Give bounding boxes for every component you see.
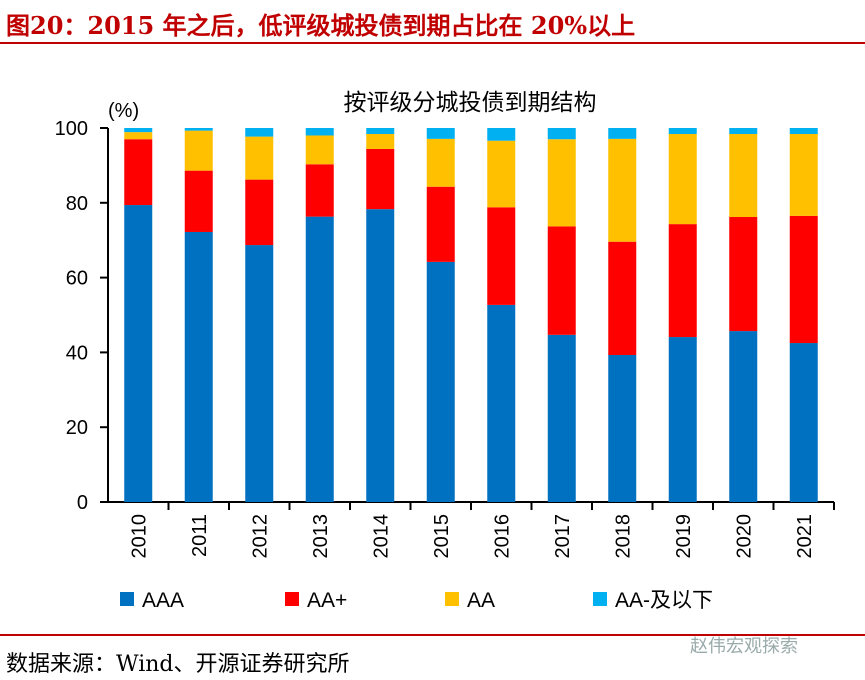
legend-swatch xyxy=(285,592,299,606)
bar-segment xyxy=(305,128,334,136)
legend-label: AA-及以下 xyxy=(615,589,713,612)
bar-segment xyxy=(608,355,637,502)
bar-segment xyxy=(729,331,758,502)
y-axis-label: (%) xyxy=(108,100,139,122)
x-tick-label: 2019 xyxy=(673,514,695,559)
legend-label: AA+ xyxy=(307,589,347,612)
bar-segment xyxy=(245,179,274,246)
bar-segment xyxy=(668,224,697,338)
bar-segment xyxy=(245,128,274,137)
bar-segment xyxy=(366,209,395,502)
y-tick-label: 20 xyxy=(66,417,88,439)
bar-segment xyxy=(729,217,758,332)
bar-segment xyxy=(789,215,818,344)
legend-swatch xyxy=(445,592,459,606)
footer-divider xyxy=(0,634,865,636)
x-tick-label: 2011 xyxy=(189,514,211,557)
bar-segment xyxy=(124,205,153,502)
bar-segment xyxy=(789,128,818,134)
bar-segment xyxy=(668,337,697,502)
bar-segment xyxy=(366,128,395,134)
x-tick-label: 2020 xyxy=(733,514,755,559)
bar-segment xyxy=(366,148,395,210)
y-tick-label: 100 xyxy=(55,118,88,140)
bar-segment xyxy=(426,261,455,502)
legend-label: AA xyxy=(467,589,495,612)
bar-segment xyxy=(608,138,637,242)
bar-segment xyxy=(547,334,576,502)
title-divider xyxy=(0,42,865,44)
bar-segment xyxy=(668,128,697,134)
bar-segment xyxy=(547,139,576,227)
bar-segment xyxy=(305,135,334,165)
x-tick-label: 2021 xyxy=(794,514,816,559)
bar-segment xyxy=(184,231,213,503)
bar-segment xyxy=(184,130,213,171)
bar-segment xyxy=(487,128,516,141)
bar-segment xyxy=(305,216,334,502)
bar-segment xyxy=(184,170,213,232)
bar-segment xyxy=(789,133,818,216)
x-tick-label: 2016 xyxy=(491,514,513,559)
y-tick-label: 40 xyxy=(66,342,88,364)
legend-swatch xyxy=(593,592,607,606)
bar-segment xyxy=(426,138,455,187)
y-tick-label: 0 xyxy=(77,492,88,514)
bar-segment xyxy=(487,140,516,208)
bar-segment xyxy=(245,245,274,502)
y-tick-label: 60 xyxy=(66,268,88,290)
bar-segment xyxy=(426,186,455,262)
x-tick-label: 2015 xyxy=(431,514,453,559)
watermark: 赵伟宏观探索 xyxy=(690,636,798,656)
bar-segment xyxy=(245,136,274,180)
bar-segment xyxy=(426,128,455,139)
bar-segment xyxy=(608,128,637,139)
figure-title: 图20：2015 年之后，低评级城投债到期占比在 20%以上 xyxy=(6,11,636,40)
bar-segment xyxy=(729,128,758,134)
bar-segment xyxy=(729,133,758,218)
bar-segment xyxy=(547,128,576,140)
bar-segment xyxy=(184,128,213,131)
chart-title: 按评级分城投债到期结构 xyxy=(344,89,597,115)
chart: 按评级分城投债到期结构 (%) 0 20 40 60 80 100 2010 2011 2012 20… xyxy=(55,89,835,612)
x-tick-label: 2017 xyxy=(552,514,574,559)
x-tick-label: 2012 xyxy=(249,514,271,559)
bar-segment xyxy=(789,343,818,502)
legend-swatch xyxy=(120,592,134,606)
bar-segment xyxy=(124,132,153,140)
bar-segment xyxy=(487,207,516,305)
bar-segment xyxy=(366,133,395,149)
bar-segment xyxy=(487,304,516,502)
source-note: 数据来源：Wind、开源证券研究所 xyxy=(6,652,350,677)
bar-segment xyxy=(547,226,576,335)
x-tick-label: 2013 xyxy=(310,514,332,559)
bar-segment xyxy=(608,241,637,356)
bar-segment xyxy=(124,139,153,206)
legend-label: AAA xyxy=(142,589,184,612)
bar-segment xyxy=(124,128,153,133)
bar-segment xyxy=(305,164,334,217)
x-tick-label: 2018 xyxy=(612,514,634,559)
y-tick-label: 80 xyxy=(66,193,88,215)
x-tick-label: 2014 xyxy=(370,514,392,559)
bar-segment xyxy=(668,133,697,225)
x-tick-label: 2010 xyxy=(128,514,150,559)
